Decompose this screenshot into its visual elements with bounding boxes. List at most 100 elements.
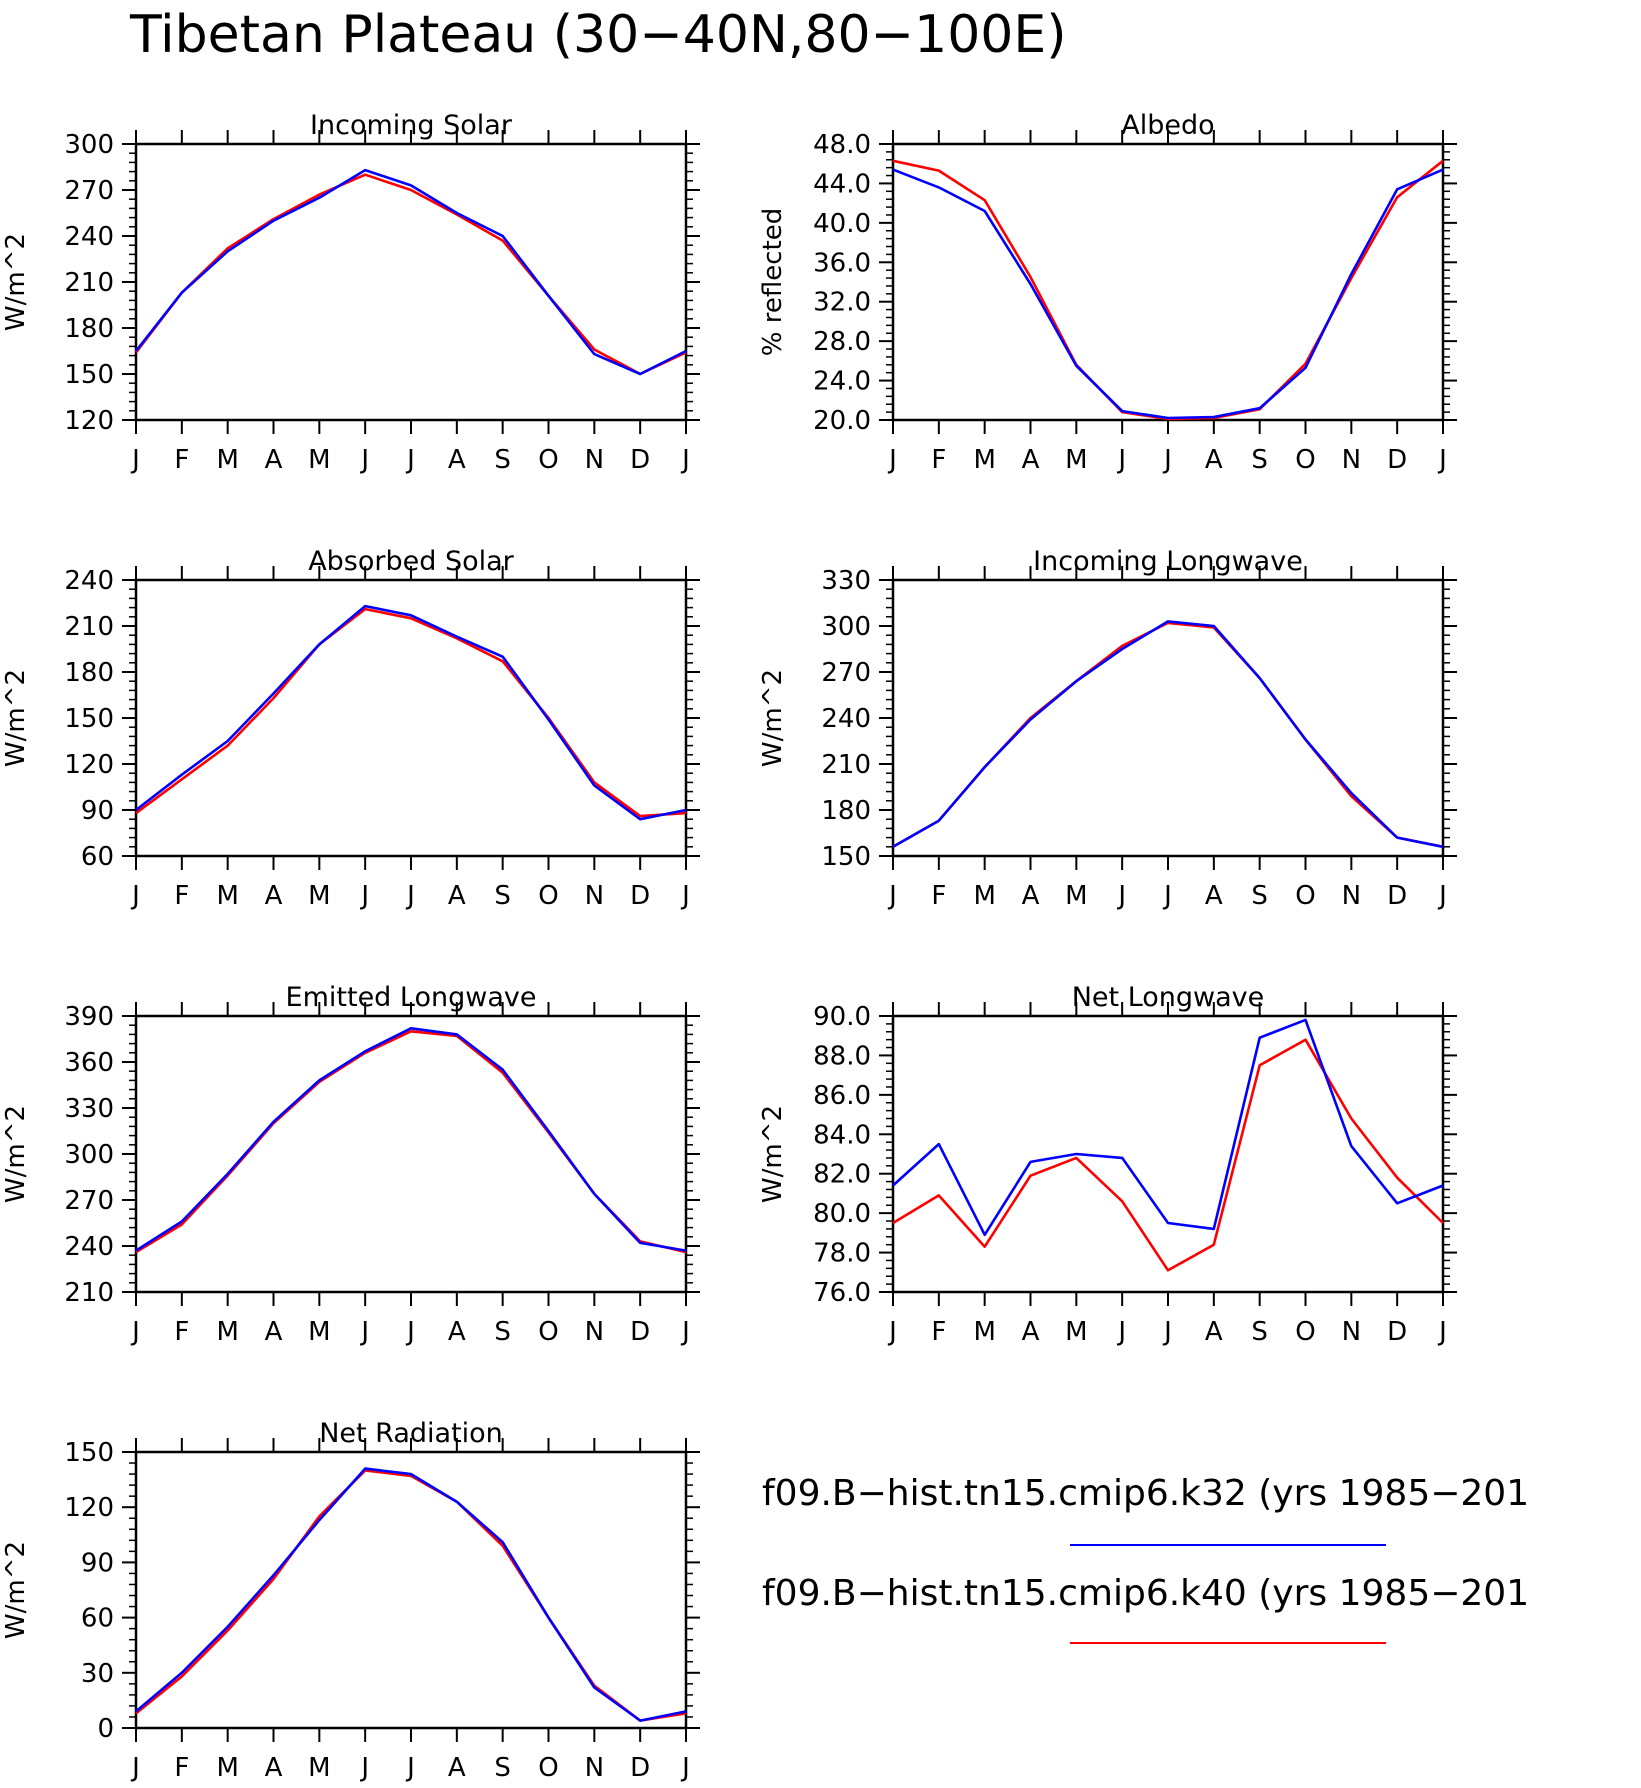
x-tick-label: F <box>931 1317 946 1347</box>
x-tick-label: D <box>630 881 650 911</box>
y-tick-label: 120 <box>64 1493 114 1523</box>
x-tick-label: J <box>130 881 140 911</box>
series-line-k40 <box>135 607 687 818</box>
x-tick-label: J <box>359 445 369 475</box>
x-tick-label: F <box>931 445 946 475</box>
y-tick-label: 360 <box>64 1048 114 1078</box>
x-tick-label: M <box>216 445 238 475</box>
x-tick-label: J <box>680 1753 690 1783</box>
y-tick-label: 24.0 <box>813 367 871 397</box>
y-axis-label: W/m^2 <box>1 669 31 767</box>
x-tick-label: O <box>538 445 558 475</box>
x-tick-label: J <box>405 1317 415 1347</box>
y-tick-label: 210 <box>64 612 114 642</box>
x-tick-label: J <box>1437 1317 1447 1347</box>
y-tick-label: 40.0 <box>813 209 871 239</box>
legend: f09.B−hist.tn15.cmip6.k32 (yrs 1985−201 … <box>762 1473 1529 1644</box>
series-line-k32 <box>892 1018 1444 1237</box>
plot-frame <box>134 1450 688 1730</box>
y-tick-label: 240 <box>64 1232 114 1262</box>
x-tick-label: J <box>1437 881 1447 911</box>
x-tick-label: D <box>1387 1317 1407 1347</box>
series-line-k40 <box>892 1038 1444 1272</box>
y-tick-label: 270 <box>64 1186 114 1216</box>
x-tick-label: J <box>359 881 369 911</box>
y-tick-label: 120 <box>64 750 114 780</box>
x-tick-label: S <box>1251 445 1268 475</box>
series-line-k32 <box>135 1467 687 1722</box>
x-tick-label: M <box>308 445 330 475</box>
legend-label-k32: f09.B−hist.tn15.cmip6.k32 (yrs 1985−201 <box>762 1473 1529 1514</box>
x-tick-label: A <box>265 1317 283 1347</box>
y-tick-label: 80.0 <box>813 1199 871 1229</box>
x-tick-label: M <box>1065 1317 1087 1347</box>
x-tick-label: M <box>216 1317 238 1347</box>
x-tick-label: A <box>1022 445 1040 475</box>
y-tick-label: 150 <box>821 842 871 872</box>
x-tick-label: J <box>887 1317 897 1347</box>
y-tick-label: 300 <box>64 130 114 160</box>
y-tick-label: 270 <box>821 658 871 688</box>
x-tick-label: A <box>1205 881 1223 911</box>
y-axis-label: % reflected <box>758 208 788 356</box>
x-tick-label: J <box>1437 445 1447 475</box>
series-line-k32 <box>135 1027 687 1252</box>
x-tick-label: J <box>887 445 897 475</box>
series-line-k40 <box>134 173 687 376</box>
y-tick-label: 390 <box>64 1002 114 1032</box>
x-tick-label: O <box>538 881 558 911</box>
x-tick-label: J <box>1116 1317 1126 1347</box>
series-line-k40 <box>892 621 1444 849</box>
x-tick-label: M <box>308 881 330 911</box>
x-tick-label: D <box>1387 445 1407 475</box>
x-tick-label: J <box>405 881 415 911</box>
plot-frame <box>891 1014 1445 1294</box>
x-tick-label: J <box>1162 1317 1172 1347</box>
x-tick-label: D <box>630 445 650 475</box>
x-tick-label: A <box>265 445 283 475</box>
series-line-k40 <box>135 1469 687 1722</box>
y-tick-label: 90 <box>81 796 114 826</box>
x-tick-label: A <box>1022 1317 1040 1347</box>
y-tick-label: 240 <box>64 222 114 252</box>
series-line-k32 <box>892 168 1444 420</box>
x-tick-label: A <box>1205 445 1223 475</box>
series-line-k32 <box>134 168 687 376</box>
x-tick-label: S <box>494 1753 511 1783</box>
y-axis-label: W/m^2 <box>1 233 31 331</box>
y-tick-label: 330 <box>821 566 871 596</box>
x-tick-label: J <box>405 1753 415 1783</box>
x-tick-label: J <box>887 881 897 911</box>
x-tick-label: D <box>630 1317 650 1347</box>
x-tick-label: M <box>216 1753 238 1783</box>
y-axis-label: W/m^2 <box>758 669 788 767</box>
x-tick-label: M <box>308 1317 330 1347</box>
y-tick-label: 300 <box>821 612 871 642</box>
y-tick-label: 82.0 <box>813 1160 871 1190</box>
y-tick-label: 210 <box>821 750 871 780</box>
x-tick-label: J <box>680 445 690 475</box>
x-tick-label: N <box>585 1317 604 1347</box>
plot-frame <box>891 142 1445 422</box>
x-tick-label: N <box>1342 1317 1361 1347</box>
x-tick-label: J <box>359 1317 369 1347</box>
x-tick-label: D <box>630 1753 650 1783</box>
x-tick-label: S <box>494 445 511 475</box>
x-tick-label: J <box>1116 445 1126 475</box>
x-tick-label: F <box>174 445 189 475</box>
y-tick-label: 36.0 <box>813 248 871 278</box>
y-tick-label: 30 <box>81 1659 114 1689</box>
y-tick-label: 48.0 <box>813 130 871 160</box>
x-tick-label: N <box>1342 445 1361 475</box>
y-tick-label: 86.0 <box>813 1081 871 1111</box>
x-tick-label: J <box>1162 445 1172 475</box>
y-axis-label: W/m^2 <box>758 1105 788 1203</box>
legend-label-k40: f09.B−hist.tn15.cmip6.k40 (yrs 1985−201 <box>762 1573 1529 1614</box>
x-tick-label: S <box>494 1317 511 1347</box>
y-tick-label: 32.0 <box>813 288 871 318</box>
y-tick-label: 210 <box>64 1278 114 1308</box>
y-tick-label: 90 <box>81 1548 114 1578</box>
